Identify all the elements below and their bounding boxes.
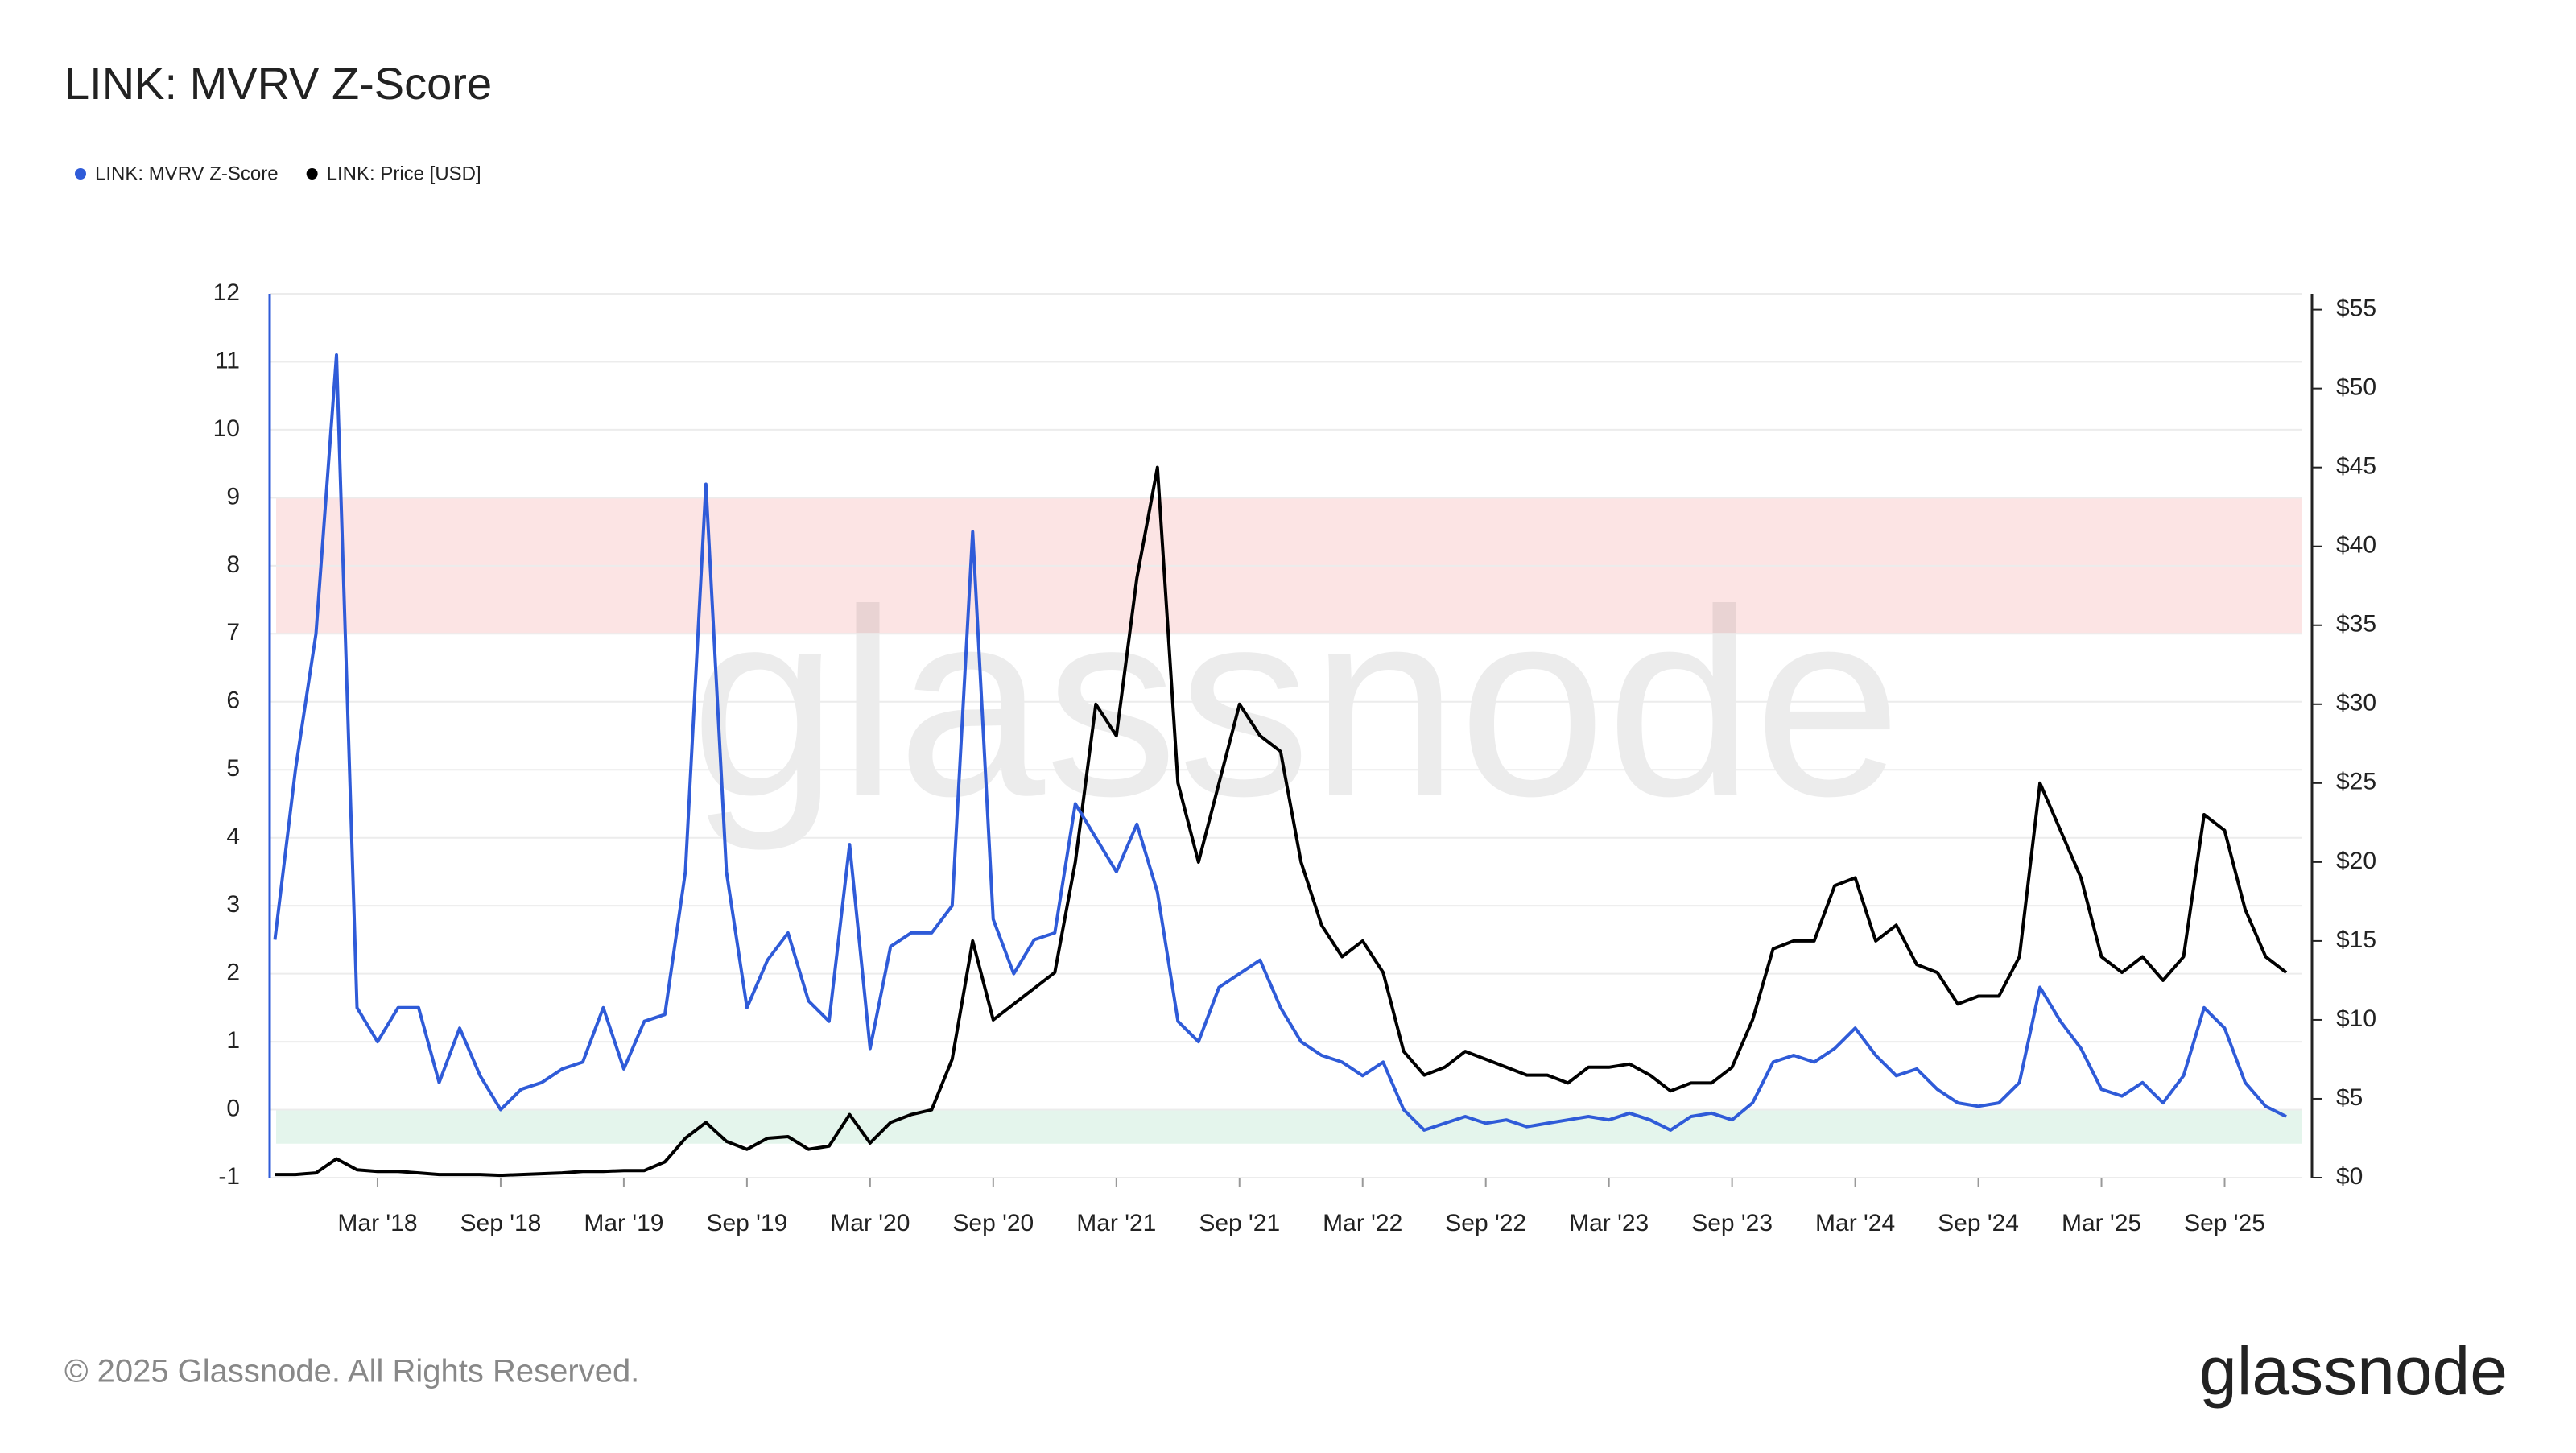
y2-tick-label: $40 bbox=[2336, 532, 2376, 559]
y2-tick-label: $35 bbox=[2336, 611, 2376, 638]
y2-tick-label: $50 bbox=[2336, 374, 2376, 401]
y-tick-label: 8 bbox=[226, 551, 240, 578]
y-tick-label: 9 bbox=[226, 483, 240, 510]
x-tick-label: Mar '22 bbox=[1323, 1210, 1402, 1236]
y-tick-label: 12 bbox=[213, 279, 240, 306]
x-tick-label: Mar '25 bbox=[2062, 1210, 2141, 1236]
y-tick-label: 2 bbox=[226, 960, 240, 986]
x-tick-label: Sep '24 bbox=[1938, 1210, 2019, 1236]
watermark: glassnode bbox=[691, 554, 1902, 852]
x-tick-label: Mar '21 bbox=[1076, 1210, 1156, 1236]
chart-title: LINK: MVRV Z-Score bbox=[64, 58, 492, 109]
logo: glassnode bbox=[2199, 1333, 2508, 1409]
y-tick-label: 3 bbox=[226, 891, 240, 918]
x-tick-label: Sep '25 bbox=[2184, 1210, 2265, 1236]
y2-tick-label: $25 bbox=[2336, 769, 2376, 795]
y-tick-label: 4 bbox=[226, 824, 240, 850]
y-tick-label: 5 bbox=[226, 755, 240, 782]
y-tick-label: 0 bbox=[226, 1095, 240, 1121]
legend-marker bbox=[75, 168, 86, 180]
x-tick-label: Sep '19 bbox=[706, 1210, 787, 1236]
x-tick-label: Sep '18 bbox=[460, 1210, 542, 1236]
y2-tick-label: $45 bbox=[2336, 453, 2376, 480]
y2-tick-label: $30 bbox=[2336, 690, 2376, 716]
y-tick-label: -1 bbox=[218, 1163, 240, 1190]
y-tick-label: 1 bbox=[226, 1027, 240, 1054]
y-tick-label: 6 bbox=[226, 687, 240, 714]
x-tick-label: Mar '18 bbox=[337, 1210, 417, 1236]
line bbox=[275, 465, 2288, 1178]
x-tick-label: Sep '22 bbox=[1445, 1210, 1526, 1236]
x-tick-label: Mar '20 bbox=[830, 1210, 910, 1236]
x-tick-label: Mar '24 bbox=[1815, 1210, 1895, 1236]
x-tick-label: Sep '21 bbox=[1199, 1210, 1280, 1236]
band bbox=[276, 1109, 2302, 1144]
legend-label: LINK: Price [USD] bbox=[327, 163, 481, 184]
x-tick-label: Mar '23 bbox=[1569, 1210, 1649, 1236]
x-tick-label: Sep '20 bbox=[952, 1210, 1034, 1236]
y2-tick-label: $20 bbox=[2336, 848, 2376, 874]
y-tick-label: 7 bbox=[226, 619, 240, 646]
x-tick-label: Mar '19 bbox=[584, 1210, 663, 1236]
legend-label: LINK: MVRV Z-Score bbox=[95, 163, 279, 184]
y2-tick-label: $15 bbox=[2336, 927, 2376, 953]
y2-tick-label: $55 bbox=[2336, 295, 2376, 322]
y-tick-label: 10 bbox=[213, 415, 240, 442]
y2-tick-label: $5 bbox=[2336, 1084, 2363, 1111]
footer: © 2025 Glassnode. All Rights Reserved. bbox=[64, 1354, 639, 1389]
y2-tick-label: $0 bbox=[2336, 1163, 2363, 1190]
y-tick-label: 11 bbox=[215, 347, 240, 374]
line bbox=[273, 353, 2287, 1132]
x-tick-label: Sep '23 bbox=[1691, 1210, 1773, 1236]
legend-marker bbox=[306, 168, 318, 180]
y2-tick-label: $10 bbox=[2336, 1005, 2376, 1032]
